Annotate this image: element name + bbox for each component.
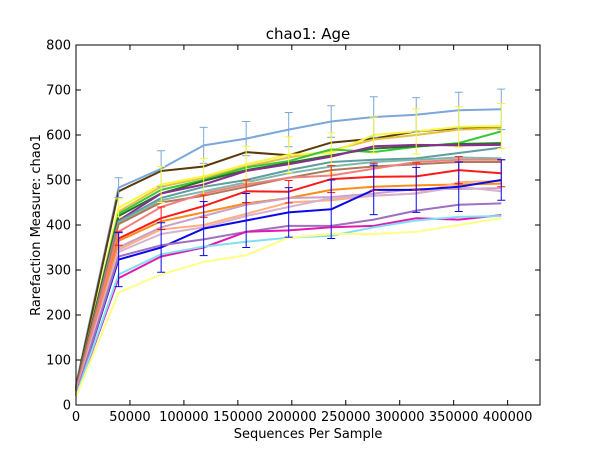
x-axis-label: Sequences Per Sample — [234, 427, 383, 442]
x-tick-label-4: 200000 — [267, 410, 317, 425]
x-tick-label-6: 300000 — [375, 410, 425, 425]
errorbar-layer — [114, 88, 506, 288]
y-tick-label-8: 800 — [46, 39, 71, 54]
y-tick-label-0: 0 — [63, 399, 71, 414]
y-tick-label-1: 100 — [46, 354, 71, 369]
tick-layer: 0 50000 100000 150000 200000 250000 300000 3500… — [46, 39, 540, 425]
x-tick-label-1: 50000 — [109, 410, 150, 425]
x-tick-label-8: 400000 — [483, 410, 533, 425]
plot-frame — [75, 44, 541, 406]
y-tick-label-4: 400 — [46, 219, 71, 234]
x-tick-label-5: 250000 — [321, 410, 371, 425]
x-tick-label-2: 100000 — [159, 410, 209, 425]
series-line-12 — [75, 158, 502, 392]
x-tick-label-0: 0 — [72, 410, 80, 425]
y-tick-label-7: 700 — [46, 84, 71, 99]
chart-title: chao1: Age — [266, 25, 351, 43]
y-tick-label-3: 300 — [46, 264, 71, 279]
y-tick-label-2: 200 — [46, 309, 71, 324]
y-axis-label: Rarefaction Measure: chao1 — [29, 134, 44, 316]
series-line-20 — [75, 217, 502, 398]
x-tick-label-3: 150000 — [213, 410, 263, 425]
y-tick-label-6: 600 — [46, 129, 71, 144]
y-tick-label-5: 500 — [46, 174, 71, 189]
x-tick-label-7: 350000 — [429, 410, 479, 425]
